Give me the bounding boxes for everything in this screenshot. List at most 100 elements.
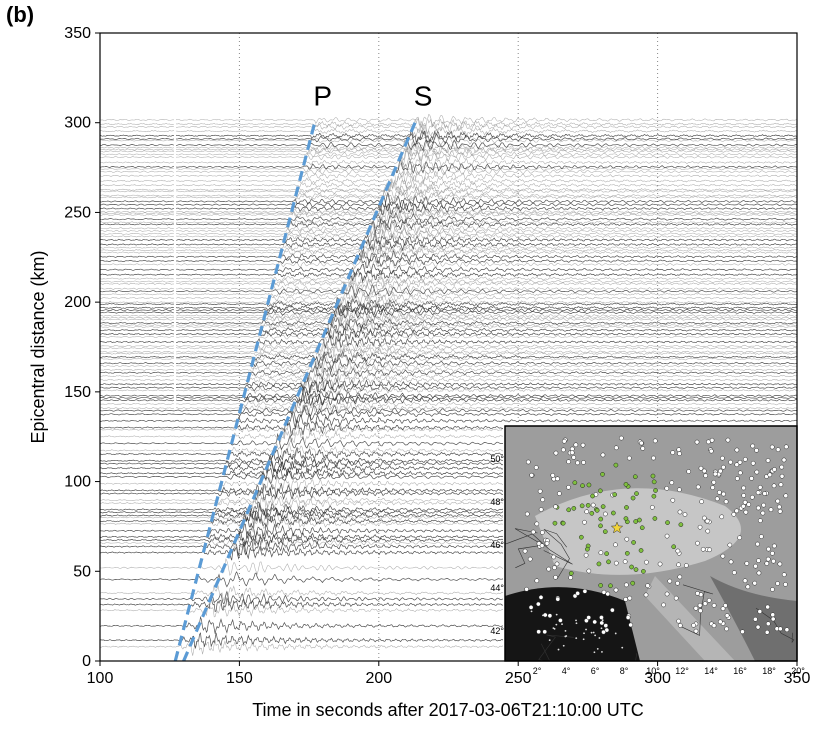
grid-dot: [542, 614, 544, 617]
seismogram-trace: [100, 316, 797, 331]
station-marker: [605, 591, 611, 597]
border-line: [538, 634, 574, 661]
station-marker: [585, 546, 590, 552]
station-marker: [775, 581, 780, 586]
station-marker: [637, 517, 642, 523]
station-marker: [601, 589, 607, 595]
seismogram-trace: [100, 143, 797, 159]
station-marker: [584, 509, 590, 515]
phase-line-P: [173, 122, 317, 662]
inset-lon-label: 8°: [620, 666, 629, 676]
station-marker: [784, 627, 790, 633]
station-marker: [677, 509, 683, 515]
station-marker: [649, 504, 655, 510]
station-marker: [725, 437, 731, 443]
grid-dot: [601, 651, 603, 653]
station-marker: [746, 502, 752, 507]
station-marker: [524, 511, 530, 517]
station-marker: [756, 558, 761, 563]
station-marker: [560, 520, 566, 526]
station-marker: [552, 565, 557, 571]
seismogram-trace: [100, 207, 797, 222]
grid-dot: [555, 623, 558, 626]
station-marker: [757, 484, 763, 490]
grid-dot: [596, 647, 599, 650]
station-marker: [652, 516, 658, 521]
seismogram-trace: [100, 368, 797, 384]
station-marker: [538, 595, 544, 600]
phase-label-S: S: [414, 81, 433, 112]
station-marker: [741, 493, 747, 498]
station-marker: [755, 490, 761, 496]
seismogram-trace: [100, 134, 797, 150]
seismogram-trace: [100, 338, 797, 353]
station-marker: [566, 507, 572, 513]
station-marker: [667, 578, 673, 584]
station-marker: [522, 548, 528, 554]
x-tick-label: 150: [226, 670, 253, 687]
grid-dot: [555, 613, 558, 616]
station-marker: [752, 580, 758, 586]
station-marker: [724, 626, 729, 632]
station-marker: [695, 540, 700, 546]
y-tick-label: 0: [82, 653, 91, 670]
station-marker: [676, 562, 681, 568]
seismogram-trace: [100, 323, 797, 338]
y-tick-label: 250: [64, 204, 91, 221]
station-marker: [633, 567, 639, 572]
station-marker: [675, 548, 681, 554]
station-marker: [770, 612, 776, 618]
station-marker: [749, 476, 754, 481]
station-marker: [745, 584, 751, 590]
station-marker: [554, 561, 560, 567]
station-marker: [603, 511, 608, 517]
grid-dot: [575, 637, 578, 640]
grid-dot: [562, 644, 565, 647]
inset-lon-label: 10°: [646, 666, 660, 676]
seismogram-trace: [100, 291, 797, 306]
seismogram-trace: [100, 252, 797, 269]
grid-dot: [582, 638, 585, 641]
station-marker: [737, 459, 743, 465]
border-line: [679, 584, 714, 636]
station-marker: [677, 623, 683, 628]
station-marker: [552, 520, 558, 526]
station-marker: [613, 587, 619, 593]
seismogram-trace: [100, 263, 797, 277]
station-marker: [755, 624, 761, 630]
station-marker: [573, 442, 579, 448]
station-marker: [703, 473, 708, 479]
x-axis-title: Time in seconds after 2017-03-06T21:10:0…: [252, 700, 644, 720]
station-marker: [575, 591, 580, 596]
inset-lat-label: 50°: [490, 454, 504, 464]
station-marker: [765, 458, 771, 463]
grid-dot: [564, 629, 567, 632]
station-marker: [533, 465, 539, 470]
panel-label: (b): [6, 2, 35, 27]
station-marker: [540, 497, 546, 503]
station-marker: [553, 504, 558, 510]
station-marker: [676, 618, 681, 624]
station-marker: [740, 503, 746, 509]
station-marker: [566, 459, 571, 465]
inset-lon-label: 16°: [733, 666, 747, 676]
grid-lines: [238, 33, 659, 661]
station-marker: [779, 464, 785, 470]
seismogram-trace: [100, 130, 797, 147]
inset-lon-label: 4°: [562, 666, 571, 676]
seismogram-trace: [100, 404, 797, 418]
station-marker: [586, 615, 592, 620]
seismogram-trace: [100, 296, 797, 310]
station-marker: [536, 629, 542, 635]
station-marker: [592, 619, 598, 625]
station-marker: [622, 559, 628, 564]
station-marker: [675, 580, 680, 586]
border-line: [514, 528, 545, 569]
seismogram-trace: [100, 286, 797, 302]
station-marker: [586, 482, 592, 488]
station-marker: [594, 508, 600, 513]
station-marker: [764, 629, 770, 635]
seismogram-trace: [100, 223, 797, 238]
station-marker: [781, 572, 787, 578]
station-marker: [741, 485, 746, 491]
